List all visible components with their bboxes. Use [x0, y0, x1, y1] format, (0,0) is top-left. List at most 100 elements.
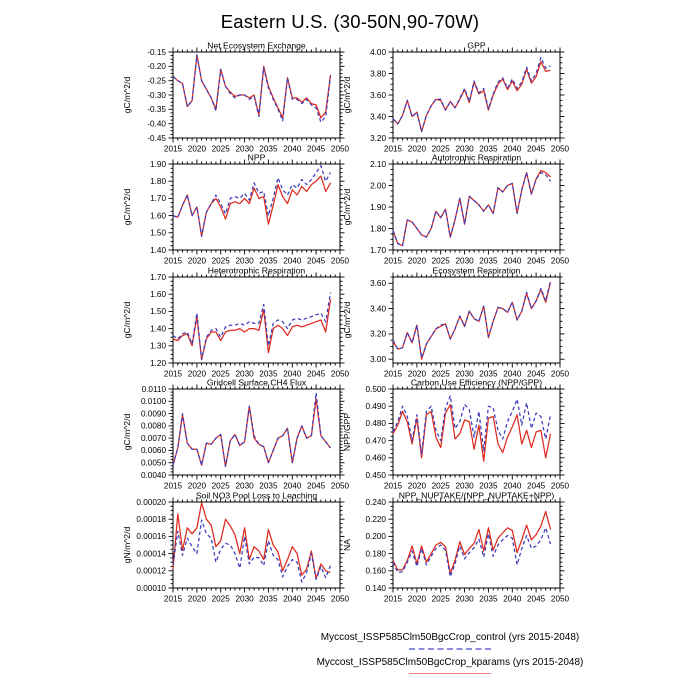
- chart-canvas-npp: 2015 2020 2025 2030 2035 2040 2045 2050 1.40 1.50…: [122, 153, 350, 266]
- svg-text:3.80: 3.80: [370, 69, 386, 78]
- svg-text:2035: 2035: [479, 482, 498, 491]
- svg-text:2020: 2020: [408, 257, 427, 266]
- svg-text:0.0090: 0.0090: [141, 409, 166, 418]
- svg-text:2045: 2045: [307, 595, 326, 604]
- chart-canvas-gridcell-surface-ch4-flux: 2015 2020 2025 2030 2035 2040 2045 2050 0.0040 0.…: [122, 378, 350, 491]
- chart-soil-no3-pool-loss-to-leaching: 2015 2020 2025 2030 2035 2040 2045 2050 0.00010 0…: [110, 490, 350, 608]
- svg-text:2050: 2050: [551, 257, 570, 266]
- svg-text:3.60: 3.60: [370, 91, 386, 100]
- svg-text:2050: 2050: [331, 482, 350, 491]
- svg-text:Gridcell Surface CH4 Flux: Gridcell Surface CH4 Flux: [207, 378, 307, 388]
- svg-text:0.0110: 0.0110: [142, 385, 167, 394]
- svg-text:2045: 2045: [527, 482, 546, 491]
- svg-text:2.00: 2.00: [370, 181, 386, 190]
- svg-text:2025: 2025: [432, 257, 451, 266]
- svg-text:2050: 2050: [551, 145, 570, 154]
- svg-text:0.180: 0.180: [366, 549, 387, 558]
- svg-text:2045: 2045: [527, 370, 546, 379]
- svg-text:2020: 2020: [188, 482, 207, 491]
- svg-text:gC/m^2/d: gC/m^2/d: [122, 77, 132, 114]
- chart-gridcell-surface-ch4-flux: 2015 2020 2025 2030 2035 2040 2045 2050 0.0040 0.…: [110, 377, 350, 495]
- svg-text:2045: 2045: [307, 370, 326, 379]
- svg-text:0.490: 0.490: [366, 402, 387, 411]
- svg-text:0.240: 0.240: [366, 498, 387, 507]
- svg-text:2035: 2035: [259, 595, 278, 604]
- svg-text:2025: 2025: [212, 482, 231, 491]
- svg-text:NA: NA: [342, 539, 352, 551]
- svg-text:2050: 2050: [331, 595, 350, 604]
- svg-text:2025: 2025: [212, 257, 231, 266]
- svg-text:2020: 2020: [188, 370, 207, 379]
- svg-text:NPP: NPP: [248, 153, 266, 163]
- svg-text:2040: 2040: [283, 145, 302, 154]
- svg-text:-0.30: -0.30: [147, 91, 166, 100]
- page-title: Eastern U.S. (30-50N,90-70W): [220, 11, 480, 32]
- svg-text:-0.35: -0.35: [147, 105, 166, 114]
- svg-text:2035: 2035: [259, 257, 278, 266]
- chart-canvas-soil-no3-pool-loss-to-leaching: 2015 2020 2025 2030 2035 2040 2045 2050 0.00010 0…: [122, 491, 350, 604]
- svg-text:1.60: 1.60: [150, 290, 166, 299]
- svg-text:2025: 2025: [432, 370, 451, 379]
- chart-ecosystem-respiration: 2015 2020 2025 2030 2035 2040 2045 2050 3.00 3.20…: [330, 265, 570, 383]
- svg-text:2035: 2035: [479, 370, 498, 379]
- svg-text:0.480: 0.480: [366, 419, 387, 428]
- svg-text:4.00: 4.00: [370, 48, 386, 57]
- svg-text:NPP_NUPTAKE/(NPP_NUPTAKE+NPP): NPP_NUPTAKE/(NPP_NUPTAKE+NPP): [399, 491, 555, 501]
- svg-text:2045: 2045: [307, 482, 326, 491]
- svg-text:0.0100: 0.0100: [141, 397, 166, 406]
- svg-text:1.50: 1.50: [150, 307, 166, 316]
- svg-text:1.30: 1.30: [150, 342, 166, 351]
- svg-text:0.220: 0.220: [366, 515, 387, 524]
- svg-text:1.40: 1.40: [150, 324, 166, 333]
- svg-text:2050: 2050: [551, 370, 570, 379]
- svg-text:0.0070: 0.0070: [141, 434, 166, 443]
- svg-text:2040: 2040: [503, 370, 522, 379]
- svg-text:2025: 2025: [432, 482, 451, 491]
- svg-text:0.00010: 0.00010: [136, 584, 166, 593]
- svg-text:2030: 2030: [235, 482, 254, 491]
- svg-text:2020: 2020: [188, 257, 207, 266]
- svg-text:0.500: 0.500: [366, 385, 387, 394]
- svg-text:2040: 2040: [283, 370, 302, 379]
- svg-text:3.20: 3.20: [370, 134, 386, 143]
- svg-text:2030: 2030: [235, 370, 254, 379]
- svg-text:-0.40: -0.40: [147, 120, 166, 129]
- legend-label-control: Myccost_ISSP585Clm50BgcCrop_control (yrs…: [320, 632, 580, 643]
- svg-text:Net Ecosystem Exchange: Net Ecosystem Exchange: [207, 41, 306, 51]
- svg-text:2045: 2045: [307, 145, 326, 154]
- svg-text:2020: 2020: [408, 482, 427, 491]
- svg-text:2015: 2015: [164, 595, 183, 604]
- svg-text:3.40: 3.40: [370, 112, 386, 121]
- svg-text:2.10: 2.10: [370, 160, 386, 169]
- svg-text:gC/m^2/d: gC/m^2/d: [122, 302, 132, 339]
- chart-canvas-heterotrophic-respiration: 2015 2020 2025 2030 2035 2040 2045 2050 1.20 1.30…: [122, 266, 350, 379]
- chart-canvas-npp-nuptake-fraction: 2015 2020 2025 2030 2035 2040 2045 2050 0.140 0.1…: [342, 491, 570, 604]
- svg-text:2035: 2035: [259, 370, 278, 379]
- svg-text:1.80: 1.80: [150, 177, 166, 186]
- svg-text:0.200: 0.200: [366, 532, 387, 541]
- svg-text:2050: 2050: [331, 370, 350, 379]
- legend-entry-kparams: Myccost_ISSP585Clm50BgcCrop_kparams (yrs…: [270, 657, 630, 674]
- svg-text:GPP: GPP: [467, 41, 485, 51]
- svg-text:-0.15: -0.15: [147, 48, 166, 57]
- svg-text:2025: 2025: [212, 145, 231, 154]
- chart-gpp: 2015 2020 2025 2030 2035 2040 2045 2050 3.20 3.40…: [330, 40, 570, 158]
- chart-canvas-ecosystem-respiration: 2015 2020 2025 2030 2035 2040 2045 2050 3.00 3.20…: [342, 266, 570, 379]
- svg-text:Autotrophic Respiration: Autotrophic Respiration: [432, 153, 522, 163]
- svg-text:3.40: 3.40: [370, 304, 386, 313]
- svg-text:2040: 2040: [283, 595, 302, 604]
- svg-text:2035: 2035: [479, 145, 498, 154]
- svg-text:2040: 2040: [503, 482, 522, 491]
- svg-text:1.70: 1.70: [150, 273, 166, 282]
- chart-canvas-net-ecosystem-exchange: 2015 2020 2025 2030 2035 2040 2045 2050 -0.45 -0.…: [122, 41, 350, 154]
- svg-text:1.20: 1.20: [150, 359, 166, 368]
- svg-text:Carbon Use Efficiency (NPP/GPP: Carbon Use Efficiency (NPP/GPP): [411, 378, 542, 388]
- svg-text:2045: 2045: [527, 595, 546, 604]
- chart-carbon-use-efficiency: 2015 2020 2025 2030 2035 2040 2045 2050 0.450 0.4…: [330, 377, 570, 495]
- legend-line-control-dashed: [409, 648, 491, 650]
- svg-text:2040: 2040: [283, 257, 302, 266]
- svg-text:2015: 2015: [164, 370, 183, 379]
- svg-text:2030: 2030: [455, 257, 474, 266]
- svg-text:2025: 2025: [432, 595, 451, 604]
